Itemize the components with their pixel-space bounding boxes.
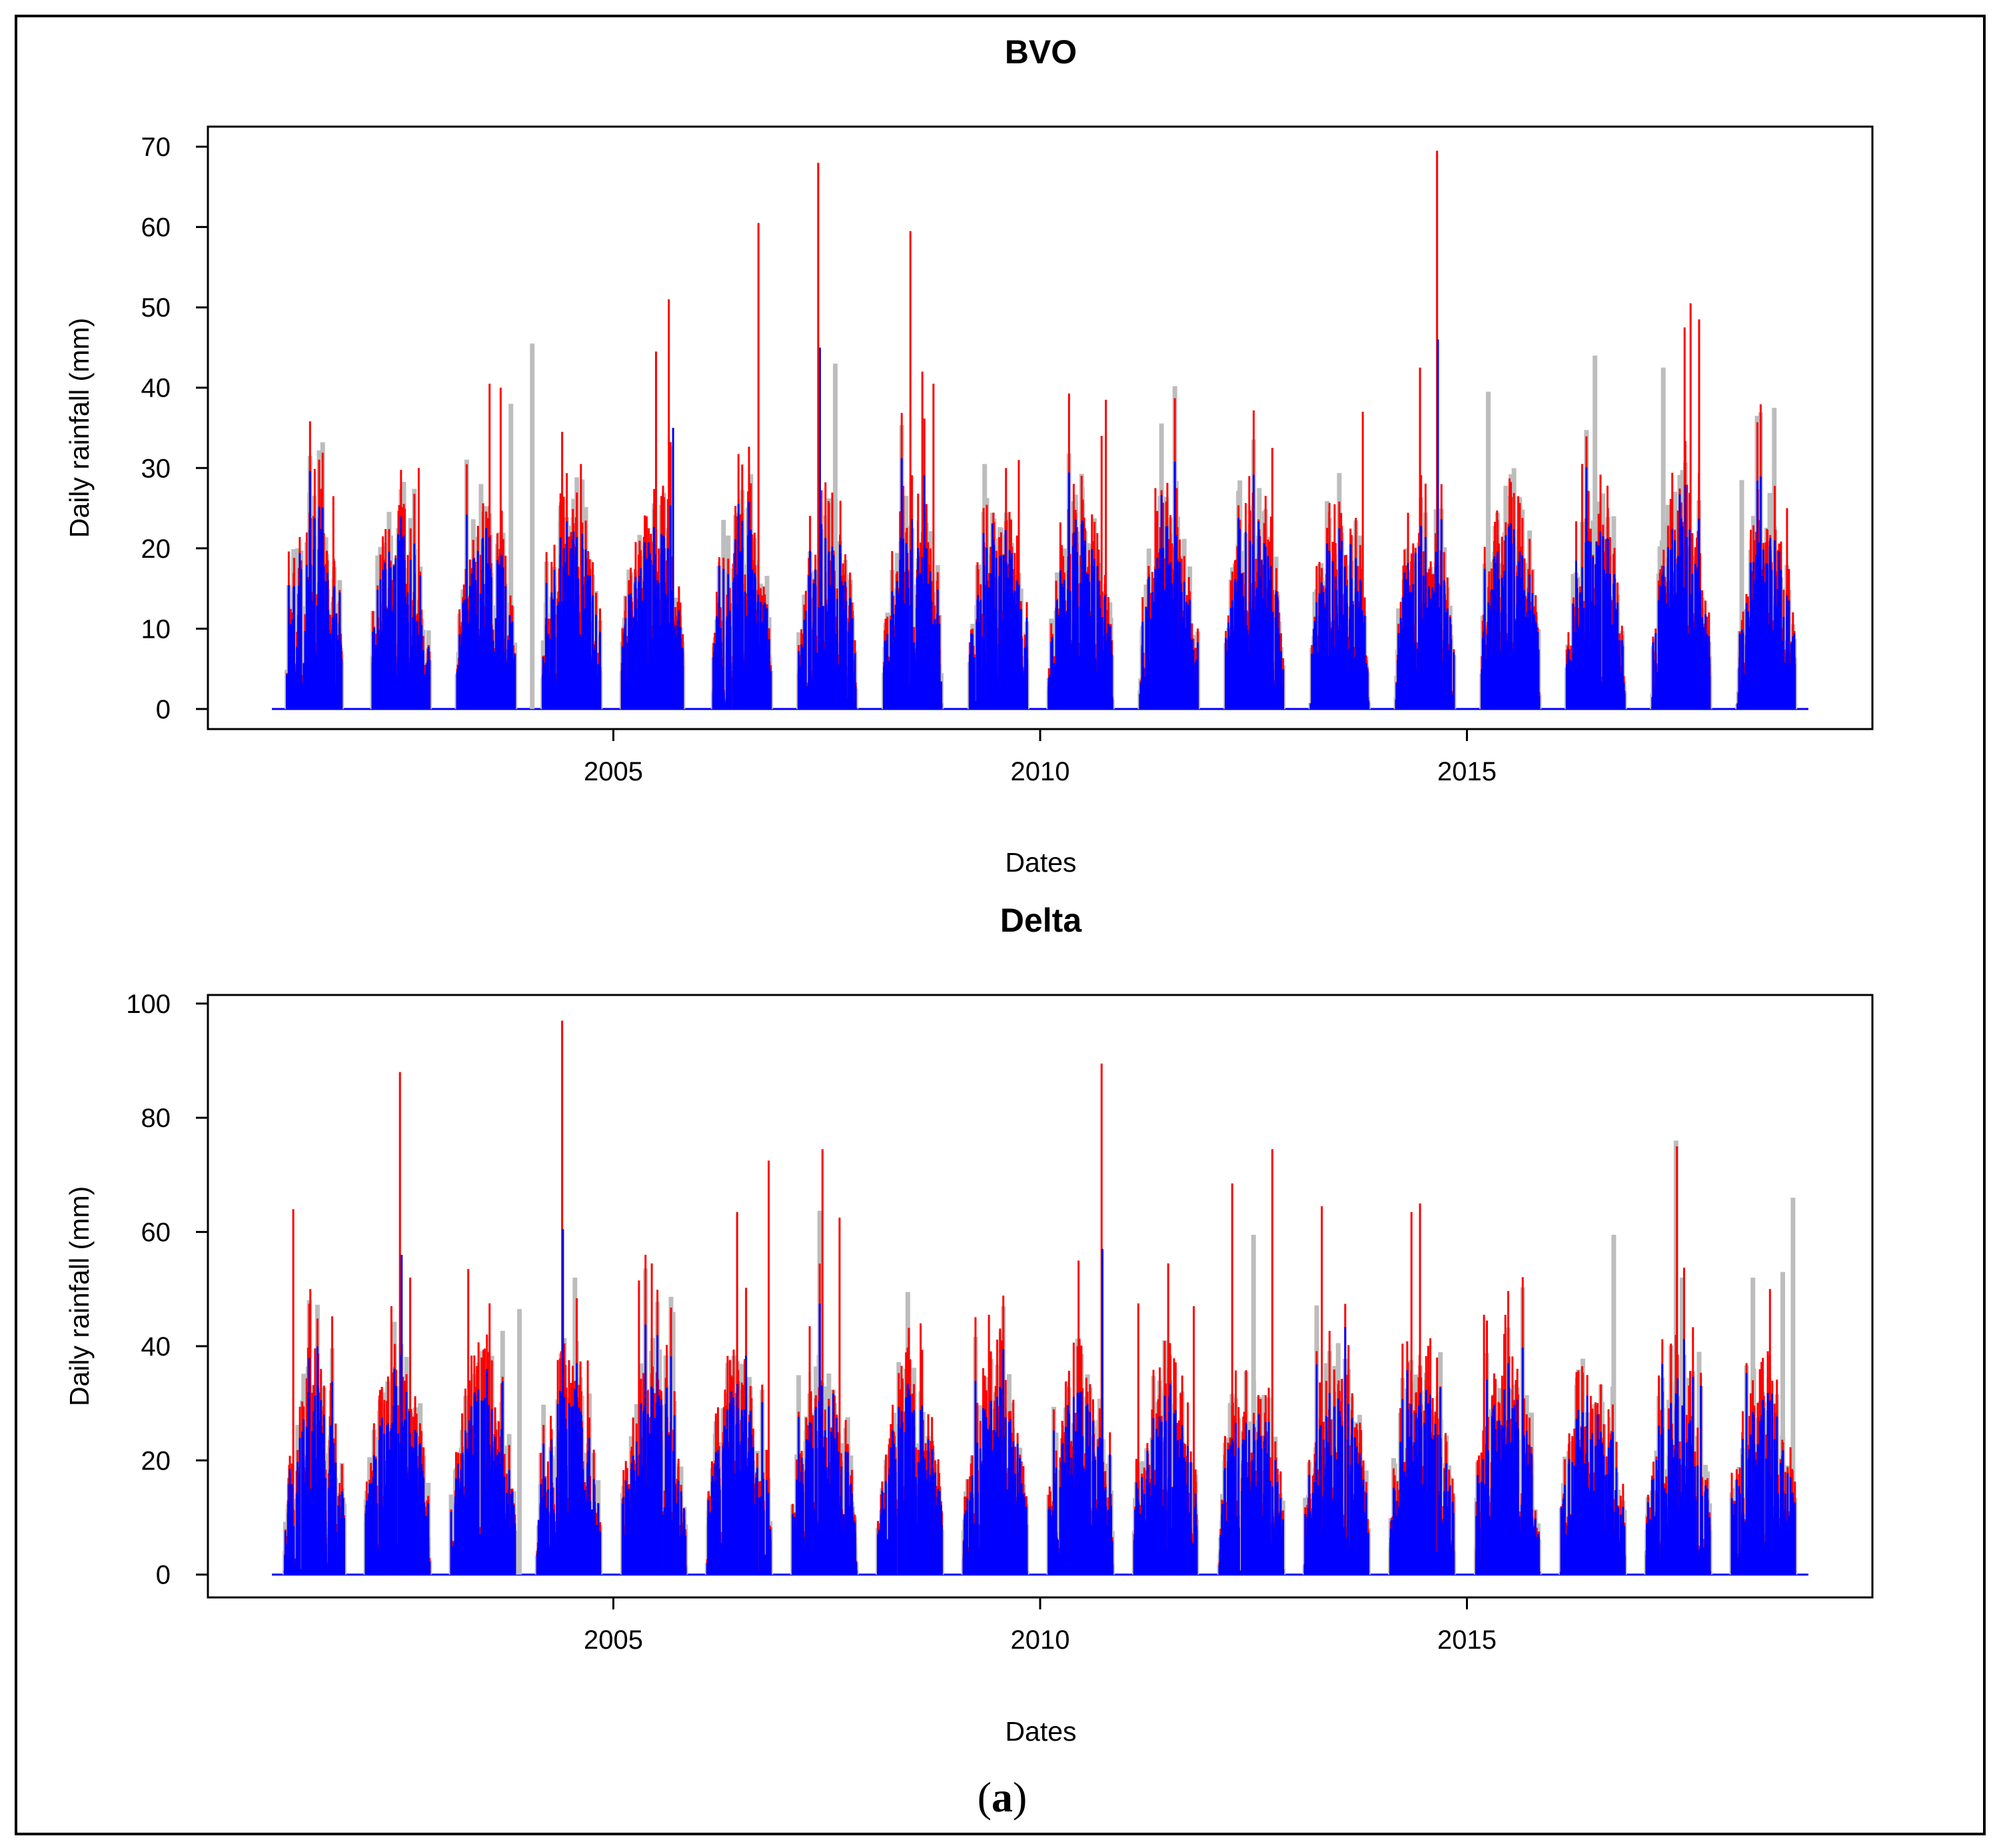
rainfall-bars	[272, 151, 1808, 709]
chart-title: BVO	[1005, 33, 1077, 71]
